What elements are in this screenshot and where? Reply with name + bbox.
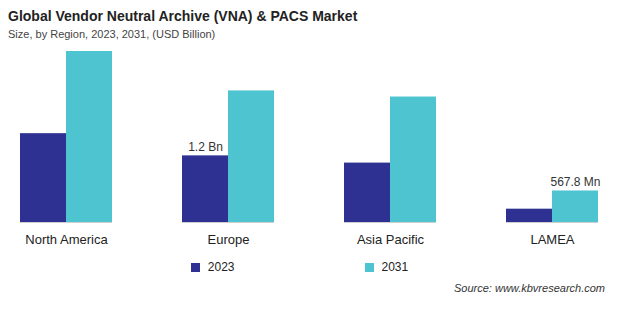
- svg-text:Asia Pacific: Asia Pacific: [357, 232, 425, 247]
- html-text:Size, by Region, 2023, 2031, (: Size, by Region, 2023, 2031, (USD Billio…: [8, 28, 216, 40]
- html-text:Global Vendor Neutral Archive: Global Vendor Neutral Archive (VNA) & PA…: [8, 8, 358, 24]
- html-text:Source: www.kbvresearch.com: Source: www.kbvresearch.com: [454, 282, 605, 294]
- svg-text:North America: North America: [25, 232, 108, 247]
- svg-text:LAMEA: LAMEA: [530, 232, 574, 247]
- svg-text:567.8 Mn: 567.8 Mn: [550, 175, 600, 189]
- svg-text:Europe: Europe: [208, 232, 250, 247]
- html-text:2023: 2023: [207, 260, 235, 274]
- html-text:2031: 2031: [381, 260, 409, 274]
- svg-text:1.2 Bn: 1.2 Bn: [188, 140, 223, 154]
